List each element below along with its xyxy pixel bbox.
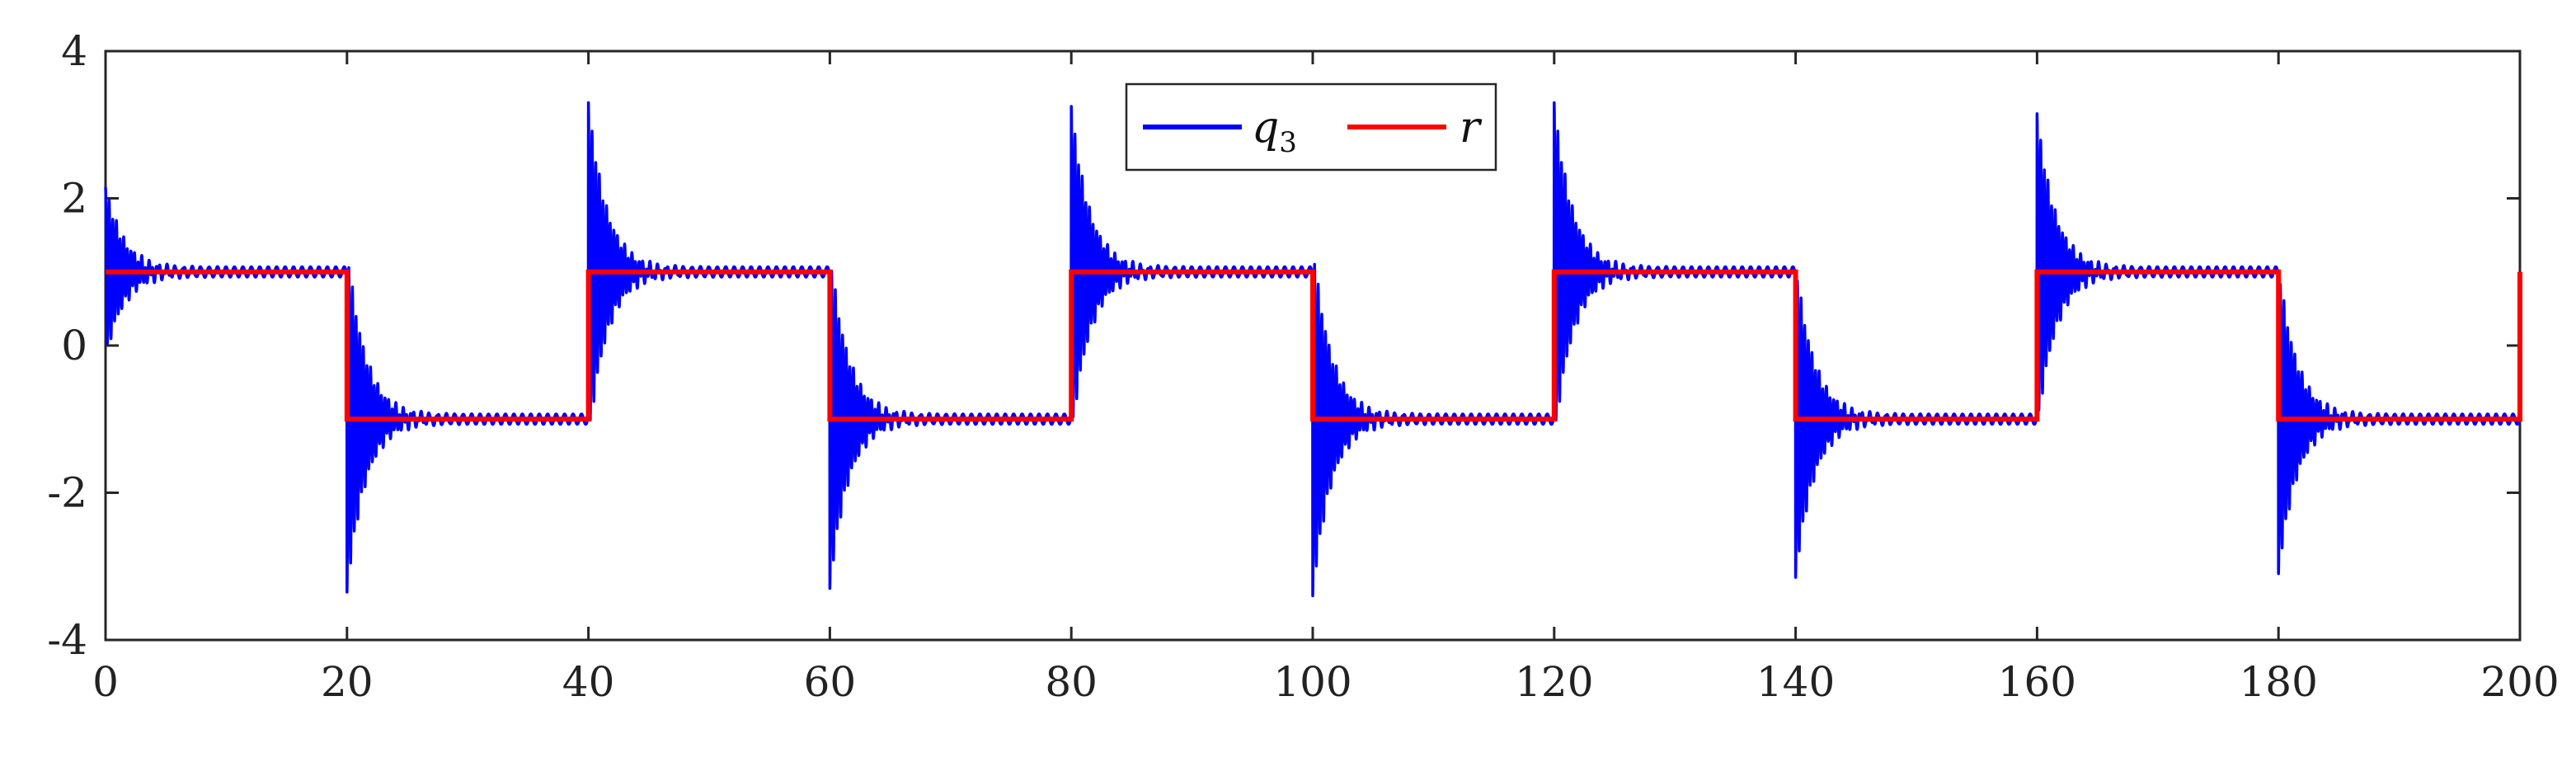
x-tick-label: 60 — [804, 658, 857, 706]
y-tick-label: 2 — [61, 175, 87, 223]
legend: q3 r — [1125, 82, 1497, 172]
legend-label-r: r — [1460, 103, 1483, 153]
y-tick-label: -2 — [47, 469, 87, 517]
y-axis: 4 2 0 -2 -4 — [47, 27, 2520, 664]
legend-label-q3-sub: 3 — [1279, 126, 1297, 159]
x-tick-label: 160 — [1998, 658, 2076, 706]
series-r-line — [106, 269, 2522, 422]
x-axis: 0 20 40 60 80 100 120 140 160 180 200 — [92, 51, 2560, 706]
x-tick-label: 200 — [2480, 658, 2559, 706]
x-tick-label: 180 — [2239, 658, 2317, 706]
legend-label-q3-main: q — [1252, 103, 1279, 153]
y-tick-label: 4 — [61, 27, 87, 75]
x-tick-label: 20 — [321, 658, 374, 706]
x-tick-label: 120 — [1515, 658, 1593, 706]
x-tick-label: 140 — [1756, 658, 1835, 706]
y-tick-label: 0 — [61, 322, 87, 369]
y-tick-label: -4 — [47, 616, 87, 664]
series-layer — [104, 101, 2522, 598]
x-tick-label: 80 — [1045, 658, 1098, 706]
x-tick-label: 40 — [562, 658, 615, 706]
x-tick-label: 100 — [1273, 658, 1351, 706]
x-tick-label: 0 — [92, 658, 119, 706]
legend-label-q3: q3 — [1252, 103, 1297, 159]
